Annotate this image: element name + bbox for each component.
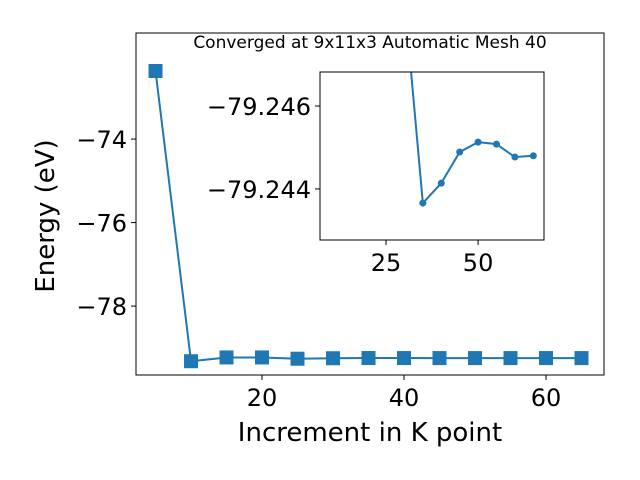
y-tick-label: −79.244 <box>207 176 311 204</box>
x-tick-label: 20 <box>247 384 278 412</box>
marker <box>361 351 376 366</box>
marker <box>419 199 427 207</box>
marker <box>255 350 270 365</box>
y-tick-label: −79.246 <box>207 93 311 121</box>
marker <box>503 351 518 366</box>
chart-title: Converged at 9x11x3 Automatic Mesh 40 <box>193 33 546 53</box>
marker <box>437 179 445 187</box>
data-line <box>410 72 534 205</box>
marker <box>456 148 464 156</box>
marker <box>432 351 447 366</box>
y-tick-label: −76 <box>76 210 127 238</box>
y-tick-label: −74 <box>76 126 127 154</box>
x-tick-label: 60 <box>531 384 562 412</box>
marker <box>529 152 537 160</box>
x-tick-label: 25 <box>371 249 402 277</box>
marker <box>468 351 483 366</box>
inset-background <box>320 72 544 240</box>
ticks: 20 40 60 −78 −76 −74 <box>76 126 561 412</box>
y-axis-label: Energy (eV) <box>31 139 61 292</box>
marker <box>290 351 305 366</box>
marker <box>326 351 341 366</box>
inset-frame <box>319 71 545 241</box>
marker <box>397 351 412 366</box>
axes-frame <box>135 32 605 376</box>
x-tick-label: 40 <box>389 384 420 412</box>
plot-area <box>148 64 589 369</box>
inset-plot-area <box>410 72 537 207</box>
inset-ticks: 25 50 −79.244 −79.246 <box>207 93 493 277</box>
marker <box>574 351 589 366</box>
x-axis-label: Increment in K point <box>238 418 502 448</box>
marker <box>474 138 482 146</box>
marker <box>148 64 163 78</box>
marker <box>219 350 234 365</box>
marker <box>538 351 553 366</box>
marker <box>492 140 500 148</box>
marker <box>511 153 519 161</box>
marker <box>184 354 199 369</box>
x-tick-label: 50 <box>463 249 494 277</box>
y-tick-label: −78 <box>76 293 127 321</box>
